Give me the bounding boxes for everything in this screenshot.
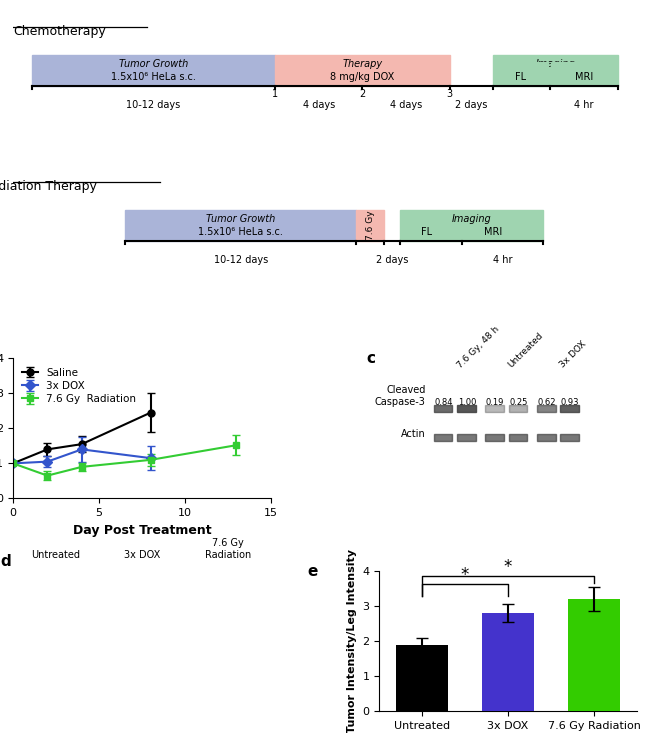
Bar [457,405,476,412]
Text: Radiation Therapy: Radiation Therapy [0,180,97,193]
Text: 0.19: 0.19 [486,398,504,407]
Text: 3x DOX: 3x DOX [558,339,588,369]
Text: 2: 2 [359,89,365,99]
Bar [32,55,275,86]
Text: 0.25: 0.25 [509,398,528,407]
Text: Tumor Growth: Tumor Growth [119,59,188,69]
Text: 2 days: 2 days [456,100,488,110]
Text: FL: FL [421,227,432,237]
Text: 4 hr: 4 hr [493,255,513,265]
Bar [400,210,543,240]
Text: 3x DOX: 3x DOX [124,550,160,560]
Text: 1.5x10⁶ HeLa s.c.: 1.5x10⁶ HeLa s.c. [198,227,283,237]
Bar [125,210,356,240]
Text: 8 mg/kg DOX: 8 mg/kg DOX [330,72,395,82]
Bar [508,405,527,412]
Text: 1.5x10⁶ HeLa s.c.: 1.5x10⁶ HeLa s.c. [111,72,196,82]
Text: MRI: MRI [575,72,593,82]
Bar [560,405,578,412]
X-axis label: Day Post Treatment: Day Post Treatment [73,523,211,537]
Bar [551,62,616,85]
Text: *: * [461,566,469,584]
Text: e: e [307,564,317,579]
Bar [537,434,556,441]
Text: Cleaved
Caspase-3: Cleaved Caspase-3 [374,386,426,407]
Text: d: d [0,554,11,570]
Text: 4 days: 4 days [390,100,422,110]
Bar [493,55,618,86]
Bar [508,434,527,441]
Bar [486,434,504,441]
Bar [434,405,452,412]
Text: 4 hr: 4 hr [574,100,593,110]
Text: Imaging: Imaging [452,214,491,224]
Bar [457,434,476,441]
Legend: Saline, 3x DOX, 7.6 Gy  Radiation: Saline, 3x DOX, 7.6 Gy Radiation [18,364,140,408]
Text: Untreated: Untreated [507,331,545,369]
Text: 7.6 Gy
Radiation: 7.6 Gy Radiation [205,538,251,560]
Text: FL: FL [515,72,526,82]
Text: Therapy: Therapy [343,59,382,69]
Text: 0.93: 0.93 [561,398,579,407]
Bar [396,644,448,711]
Bar [495,62,548,85]
Text: 1: 1 [272,89,278,99]
Bar [356,210,384,240]
Bar [486,405,504,412]
Text: 1.00: 1.00 [458,398,476,407]
Text: c: c [366,351,375,366]
Text: Actin: Actin [401,429,426,439]
Text: Tumor Growth: Tumor Growth [206,214,276,224]
Text: Chemotherapy: Chemotherapy [13,25,106,38]
Text: 2 days: 2 days [376,255,408,265]
Text: *: * [504,558,512,576]
Bar [568,599,620,711]
Text: 10-12 days: 10-12 days [126,100,181,110]
Text: 0.62: 0.62 [538,398,556,407]
Text: 3: 3 [447,89,453,99]
Bar [482,613,534,711]
Text: 7.6 Gy: 7.6 Gy [366,210,375,240]
Text: MRI: MRI [484,227,502,237]
Text: Untreated: Untreated [31,550,81,560]
Text: Imaging: Imaging [536,59,576,69]
Text: 10-12 days: 10-12 days [214,255,268,265]
Text: 0.84: 0.84 [434,398,453,407]
Bar [434,434,452,441]
Bar [537,405,556,412]
Text: 4 days: 4 days [303,100,335,110]
Bar [275,55,450,86]
Bar [560,434,578,441]
Y-axis label: Tumor Intensity/Leg Intensity: Tumor Intensity/Leg Intensity [346,549,357,733]
Text: 7.6 Gy, 48 h: 7.6 Gy, 48 h [455,324,500,369]
